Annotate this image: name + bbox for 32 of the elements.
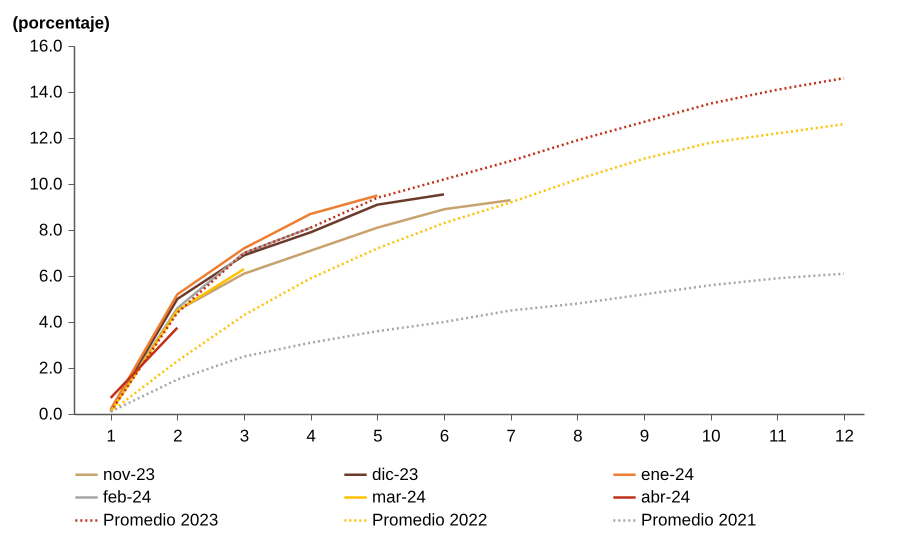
y-tick-label: 10.0 <box>29 174 62 194</box>
x-tick-label: 6 <box>440 426 450 446</box>
y-tick-label: 6.0 <box>38 266 62 286</box>
x-tick-label: 11 <box>769 426 787 446</box>
x-tick-label: 3 <box>240 426 250 446</box>
y-tick-label: 8.0 <box>38 220 62 240</box>
y-tick-label: 0.0 <box>38 404 62 424</box>
y-axis-title: (porcentaje) <box>12 14 110 32</box>
x-tick-label: 10 <box>702 426 721 446</box>
y-tick-label: 2.0 <box>38 358 62 378</box>
x-tick-label: 9 <box>640 426 650 446</box>
x-tick-label: 1 <box>106 426 116 446</box>
legend-label: nov-23 <box>103 464 155 484</box>
y-tick-label: 12.0 <box>29 128 62 148</box>
y-tick-label: 16.0 <box>29 36 62 56</box>
x-tick-label: 7 <box>506 426 516 446</box>
legend-label: ene-24 <box>641 464 694 484</box>
legend-label: Promedio 2021 <box>641 510 756 530</box>
x-tick-label: 12 <box>835 426 854 446</box>
y-tick-label: 14.0 <box>29 82 62 102</box>
x-tick-label: 2 <box>173 426 183 446</box>
x-tick-label: 5 <box>373 426 383 446</box>
x-tick-label: 8 <box>573 426 583 446</box>
legend-label: mar-24 <box>372 488 426 506</box>
legend-label: abr-24 <box>641 488 690 506</box>
legend-label: Promedio 2023 <box>103 510 218 530</box>
y-tick-label: 4.0 <box>38 312 62 332</box>
legend-label: Promedio 2022 <box>372 510 488 530</box>
legend-label: feb-24 <box>103 488 152 506</box>
line-series <box>109 194 379 411</box>
legend-label: dic-23 <box>372 464 418 484</box>
x-tick-label: 4 <box>306 426 316 446</box>
